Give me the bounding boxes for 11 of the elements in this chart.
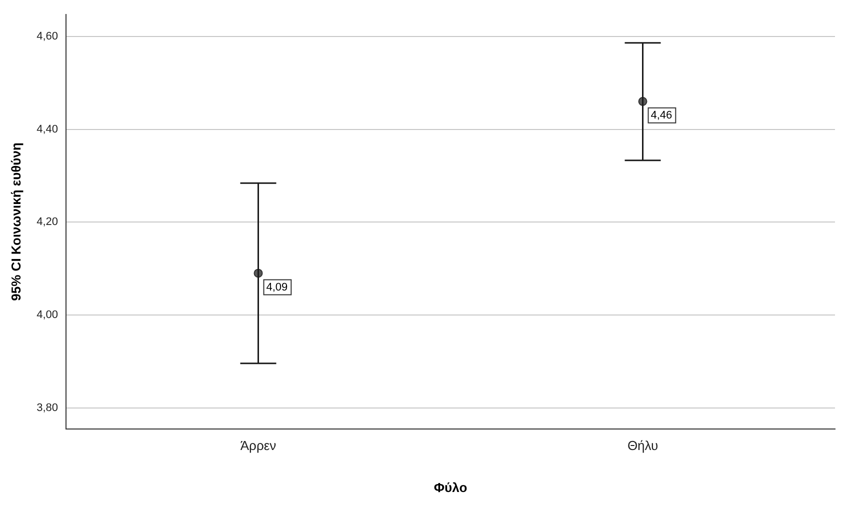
y-tick-label: 4,20 <box>36 216 58 228</box>
y-axis-title: 95% CI Κοινωνική ευθύνη <box>8 142 24 301</box>
data-label: 4,46 <box>650 109 672 122</box>
y-tick-label: 4,60 <box>36 30 58 42</box>
y-tick-label: 4,40 <box>36 123 58 136</box>
x-tick-label: Άρρεν <box>240 438 276 454</box>
data-label: 4,09 <box>266 281 288 294</box>
x-axis-title: Φύλο <box>434 480 468 495</box>
x-tick-label: Θήλυ <box>627 438 658 454</box>
y-tick-label: 4,00 <box>36 309 58 322</box>
y-tick-label: 3,80 <box>36 402 58 414</box>
